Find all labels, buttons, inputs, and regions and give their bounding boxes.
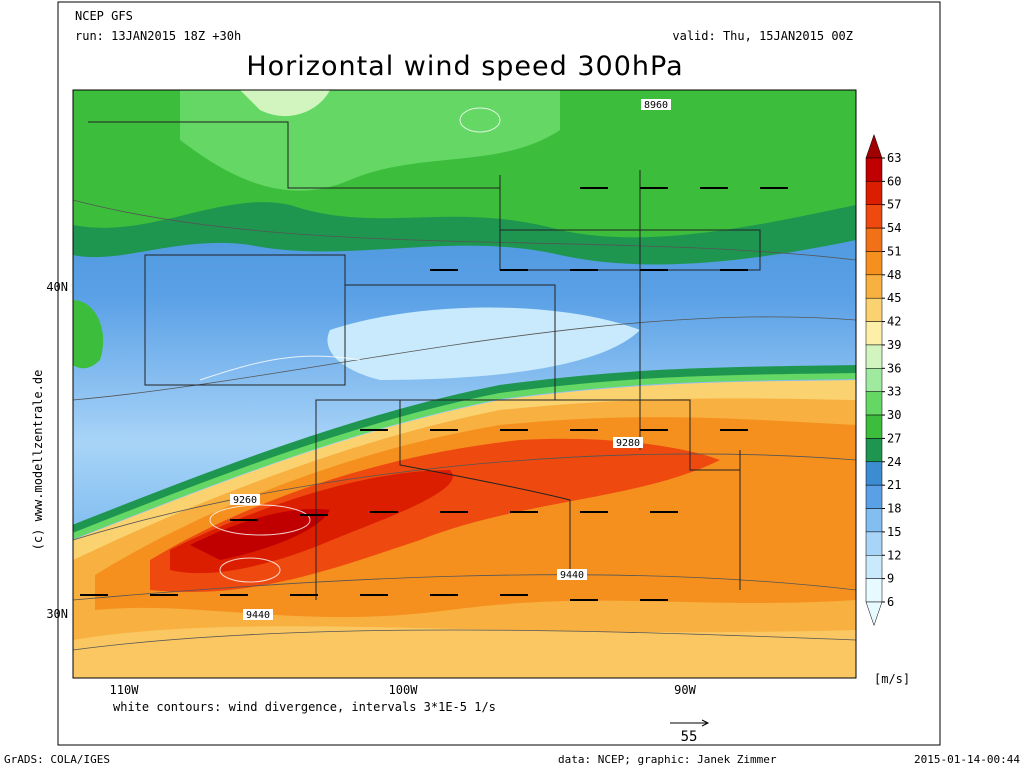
colorbar-label: 63: [887, 151, 901, 165]
contour-labels: 8960 9260 9280 9440 9440: [230, 99, 671, 621]
jet-edge: [73, 373, 856, 539]
colorbar-label: 30: [887, 408, 901, 422]
colorbar-label: 42: [887, 315, 901, 329]
footer-software: GrADS: COLA/IGES: [4, 753, 110, 766]
colorbar-label: 51: [887, 244, 901, 258]
title: Horizontal wind speed 300hPa: [246, 51, 683, 82]
map-border: [72, 89, 857, 679]
footer-timestamp: 2015-01-14-00:44: [914, 753, 1020, 766]
divergence-contours: [199, 107, 501, 583]
colorbar-label: 57: [887, 198, 901, 212]
speed-area: [240, 90, 330, 117]
colorbar-label: 36: [887, 361, 901, 375]
colorbar-label: 39: [887, 338, 901, 352]
colorbar-band: [865, 414, 883, 439]
speed-area: [180, 90, 560, 191]
frame: [57, 1, 941, 746]
colorbar-label: 60: [887, 174, 901, 188]
colorbar-label: 21: [887, 478, 901, 492]
colorbar-band: [865, 484, 883, 509]
colorbar-label: 33: [887, 385, 901, 399]
colorbar-label: 48: [887, 268, 901, 282]
caption: white contours: wind divergence, interva…: [113, 700, 496, 714]
height-contours: [73, 199, 856, 651]
colorbar-label: 27: [887, 431, 901, 445]
colorbar-band: [865, 181, 883, 205]
colorbar-band: [865, 438, 883, 463]
lat-label: 40N: [46, 280, 68, 294]
colorbar-band: [865, 321, 883, 346]
colorbar-label: 18: [887, 502, 901, 516]
contour-label: 9440: [246, 610, 270, 621]
map: [73, 90, 856, 678]
reference-label: 55: [681, 729, 698, 745]
colorbar-band: [865, 578, 883, 603]
speed-area: [73, 626, 856, 678]
colorbar-band: [865, 531, 883, 556]
colorbar-band: [865, 251, 883, 276]
colorbar-band: [865, 555, 883, 579]
colorbar-cap: [865, 601, 883, 627]
colorbar-label: 24: [887, 455, 901, 469]
credit: (c) www.modellzentrale.de: [31, 370, 45, 551]
reference-vector: [701, 719, 710, 727]
colorbar-band: [865, 368, 883, 392]
valid-label: valid: Thu, 15JAN2015 00Z: [672, 29, 853, 43]
colorbar-band: [865, 274, 883, 299]
colorbar-band: [865, 508, 883, 533]
contour-label: 8960: [644, 100, 668, 111]
colorbar-cap: [865, 133, 883, 159]
colorbar-label: 54: [887, 221, 901, 235]
run-label: run: 13JAN2015 18Z +30h: [75, 29, 241, 43]
colorbar-label: 15: [887, 525, 901, 539]
footer-source: data: NCEP; graphic: Janek Zimmer: [558, 753, 777, 766]
contour-label: 9260: [233, 495, 257, 506]
lon-label: 110W: [110, 683, 140, 697]
lon-label: 100W: [389, 683, 419, 697]
colorbar-label: 6: [887, 595, 894, 609]
colorbar-label: 9: [887, 572, 894, 586]
lat-label: 30N: [46, 607, 68, 621]
contour-label: 9280: [616, 438, 640, 449]
unit-label: [m/s]: [874, 672, 910, 686]
model-label: NCEP GFS: [75, 9, 133, 23]
jet-edge: [73, 365, 856, 535]
colorbar-label: 45: [887, 291, 901, 305]
contour-label: 9440: [560, 570, 584, 581]
lon-label: 90W: [674, 683, 696, 697]
colorbar: 63 60 57 54 51 48 45 42 39 36 33 30 27 24 21 18 15 12 9 6: [865, 133, 901, 627]
speed-area: [327, 307, 640, 380]
colorbar-band: [865, 157, 883, 182]
colorbar-band: [865, 344, 883, 369]
colorbar-label: 12: [887, 548, 901, 562]
colorbar-band: [865, 461, 883, 486]
speed-area: [73, 300, 104, 369]
colorbar-band: [865, 297, 883, 322]
wind-vectors: [80, 187, 788, 601]
colorbar-band: [865, 227, 883, 252]
colorbar-band: [865, 204, 883, 229]
colorbar-band: [865, 391, 883, 416]
